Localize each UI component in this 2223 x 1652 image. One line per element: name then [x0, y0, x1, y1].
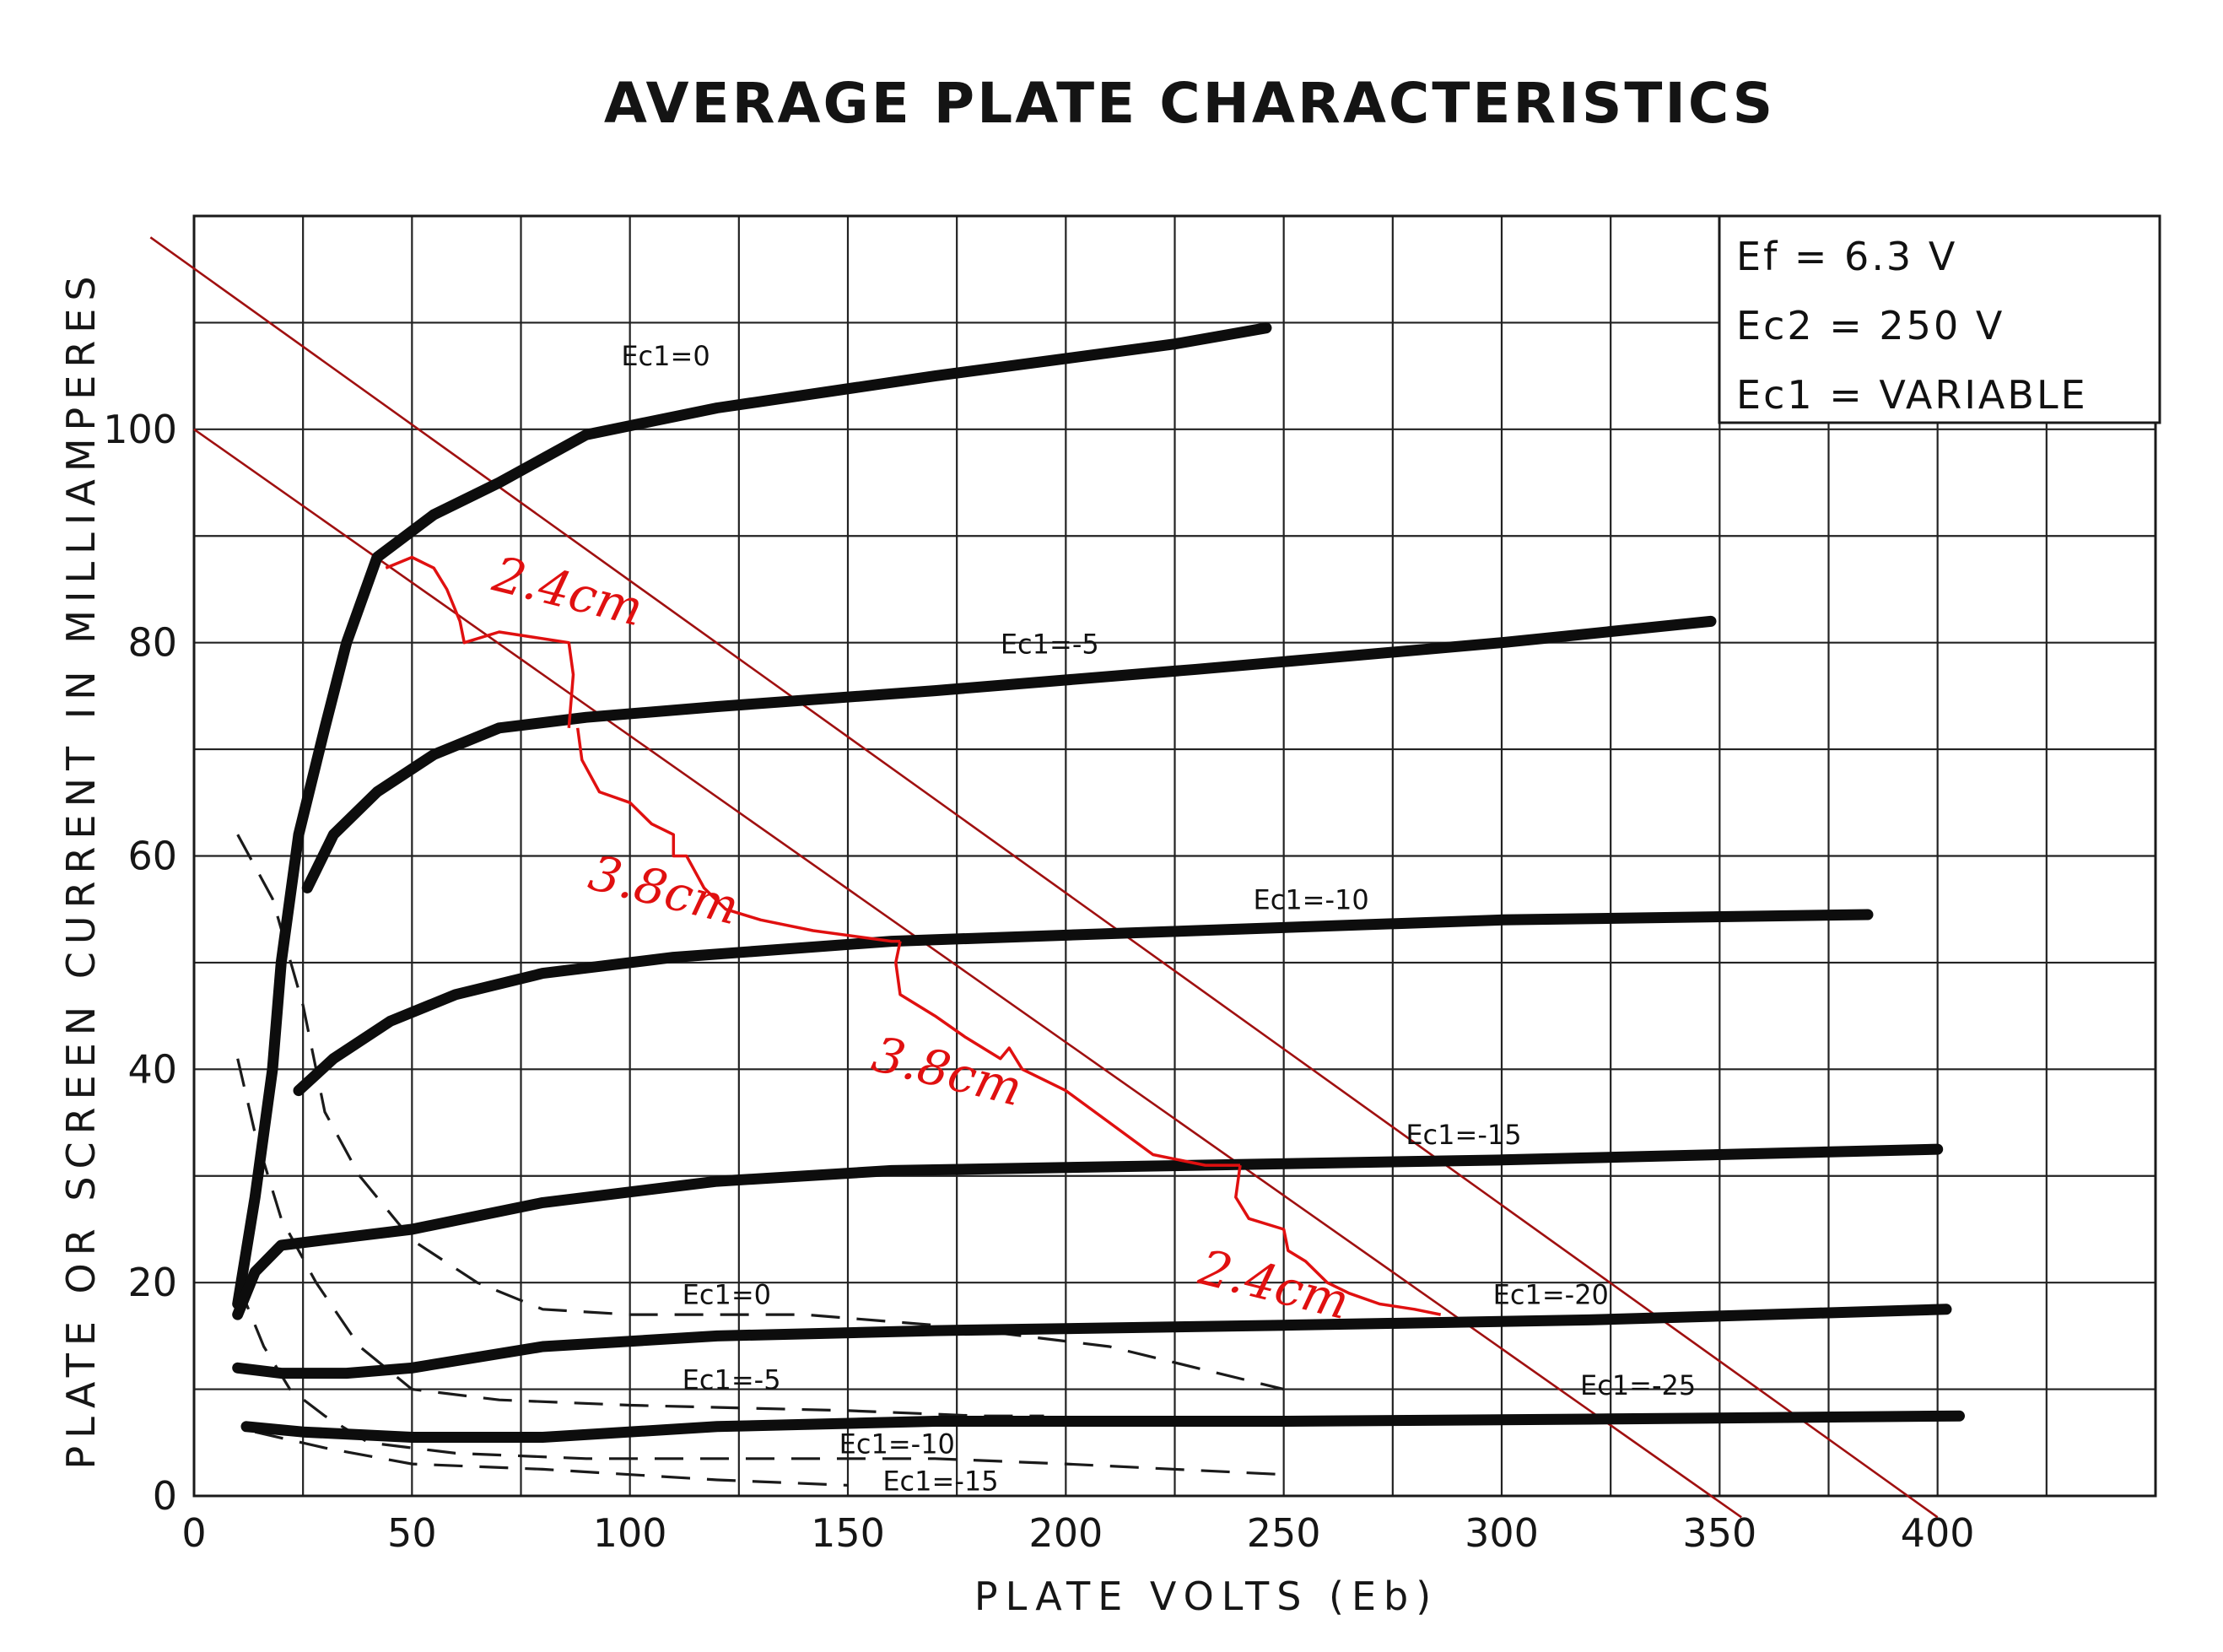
plate-curve [301, 615, 1717, 893]
annotation-text: 2.4cm [487, 545, 649, 638]
plate-curve [240, 1410, 1965, 1443]
plate-curve [232, 1143, 1944, 1320]
plot-frame [192, 214, 2157, 1498]
x-tick-label: 300 [1465, 1510, 1539, 1556]
plate-curve [232, 322, 1272, 1309]
plate-curve-label: Ec1=-15 [1406, 1119, 1521, 1151]
annotation-bracket [385, 555, 575, 728]
load-line [193, 428, 1742, 1519]
y-tick-label: 0 [153, 1473, 177, 1519]
x-tick-label: 350 [1682, 1510, 1756, 1556]
y-tick-label: 100 [103, 407, 177, 452]
screen-curve [254, 1430, 849, 1487]
screen-curve [236, 1058, 1044, 1417]
y-tick-label: 60 [127, 834, 177, 879]
parameter-text: Ec1 = VARIABLE [1736, 372, 2088, 418]
plate-curve-label: Ec1=-10 [1254, 884, 1369, 916]
annotation-bracket [894, 941, 1240, 1167]
annotation-text: 3.8cm [866, 1025, 1028, 1117]
y-tick-label: 40 [127, 1046, 177, 1092]
screen-curve [236, 834, 1285, 1391]
parameter-text: Ef = 6.3 V [1736, 234, 1957, 279]
x-tick-label: 200 [1028, 1510, 1103, 1556]
chart-grid [194, 216, 2156, 1496]
load-line [149, 236, 1939, 1519]
y-axis-label: PLATE OR SCREEN CURRENT IN MILLIAMPERES [58, 268, 104, 1469]
screen-curve-label: Ec1=-5 [683, 1364, 781, 1396]
parameter-text: Ec2 = 250 V [1736, 303, 2004, 348]
plate-curve-label: Ec1=-20 [1493, 1278, 1609, 1310]
annotation-text: 2.4cm [1193, 1239, 1355, 1331]
annotation-bracket [1234, 1164, 1442, 1316]
y-tick-label: 20 [127, 1260, 177, 1305]
screen-curve-label: Ec1=-15 [882, 1466, 998, 1498]
load-lines [149, 236, 1939, 1519]
plate-current-curves: Ec1=0 Ec1=-5 Ec1=-10 Ec1=-15 Ec1=-20 Ec1=-25 [232, 322, 1965, 1443]
plate-curve-label: Ec1=-5 [1001, 628, 1099, 660]
screen-curve-label: Ec1=0 [683, 1278, 771, 1310]
axis-ticks: 0 50 100 150 200 250 300 350 400 0 20 40 60 80 100 [103, 407, 1974, 1556]
plate-curve-label: Ec1=-25 [1580, 1369, 1696, 1401]
x-tick-label: 150 [811, 1510, 885, 1556]
x-tick-label: 250 [1247, 1510, 1321, 1556]
chart-title: AVERAGE PLATE CHARACTERISTICS [604, 71, 1775, 136]
annotation-text: 3.8cm [584, 844, 745, 936]
plate-curve-label: Ec1=0 [621, 340, 710, 372]
annotation-bracket [575, 727, 900, 943]
y-tick-label: 80 [127, 620, 177, 666]
screen-curve-label: Ec1=-10 [839, 1428, 955, 1460]
x-tick-label: 400 [1901, 1510, 1975, 1556]
x-tick-label: 0 [181, 1510, 206, 1556]
x-axis-label: PLATE VOLTS (Eb) [974, 1574, 1438, 1619]
parameter-box: Ef = 6.3 V Ec2 = 250 V Ec1 = VARIABLE [1718, 214, 2161, 424]
plate-curve [293, 909, 1874, 1097]
plate-curve [232, 1304, 1952, 1379]
x-tick-label: 100 [593, 1510, 667, 1556]
x-tick-label: 50 [387, 1510, 437, 1556]
